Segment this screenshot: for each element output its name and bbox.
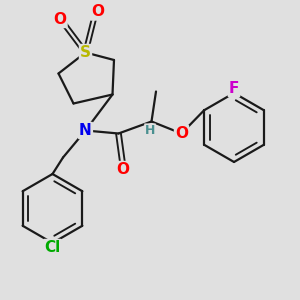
Text: O: O [175, 126, 188, 141]
Text: H: H [145, 124, 155, 137]
Text: Cl: Cl [44, 240, 61, 255]
Text: O: O [116, 162, 130, 177]
Text: S: S [80, 45, 91, 60]
Text: O: O [91, 4, 104, 20]
Text: O: O [53, 12, 67, 27]
Text: F: F [229, 81, 239, 96]
Text: N: N [79, 123, 92, 138]
